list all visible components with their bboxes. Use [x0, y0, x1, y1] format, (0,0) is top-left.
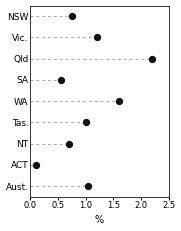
Point [117, 99, 120, 103]
Point [95, 36, 98, 39]
Point [67, 142, 70, 146]
Point [87, 184, 90, 188]
Point [151, 57, 154, 61]
Point [59, 78, 62, 82]
Point [70, 14, 73, 18]
X-axis label: %: % [95, 216, 104, 225]
Point [84, 121, 87, 124]
Point [34, 163, 37, 167]
